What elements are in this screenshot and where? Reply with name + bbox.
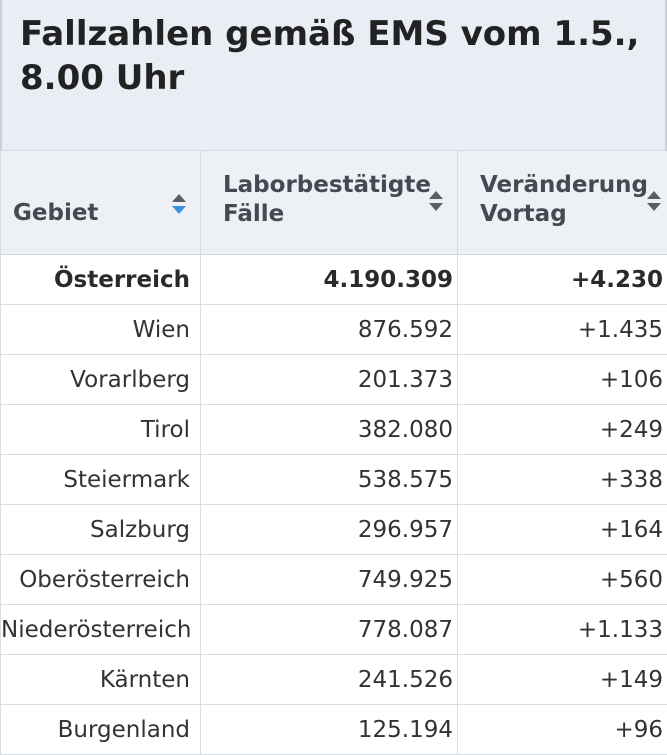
table-header-row: Gebiet Laborbestätigte Fälle <box>1 151 667 255</box>
cases-table: Gebiet Laborbestätigte Fälle <box>0 150 667 755</box>
cell-change: +560 <box>458 555 667 605</box>
column-header-cases-label: Laborbestätigte Fälle <box>223 171 431 229</box>
cell-region: Salzburg <box>1 505 201 555</box>
cell-change: +249 <box>458 405 667 455</box>
cell-change: +338 <box>458 455 667 505</box>
page-title: Fallzahlen gemäß EMS vom 1.5., 8.00 Uhr <box>20 12 660 100</box>
cell-cases: 538.575 <box>201 455 458 505</box>
cell-region: Kärnten <box>1 655 201 705</box>
title-area: Fallzahlen gemäß EMS vom 1.5., 8.00 Uhr <box>0 0 667 150</box>
cell-region: Burgenland <box>1 705 201 755</box>
cell-change: +96 <box>458 705 667 755</box>
cell-change: +164 <box>458 505 667 555</box>
cell-change: +1.133 <box>458 605 667 655</box>
cell-region: Oberösterreich <box>1 555 201 605</box>
sort-icon[interactable] <box>646 189 662 213</box>
column-header-change[interactable]: Veränderung Vortag <box>458 151 667 255</box>
cell-cases: 296.957 <box>201 505 458 555</box>
table-row: Wien 876.592 +1.435 <box>1 305 667 355</box>
cell-cases: 382.080 <box>201 405 458 455</box>
cell-change: +106 <box>458 355 667 405</box>
sort-ascending-icon[interactable] <box>171 192 187 216</box>
table-row: Salzburg 296.957 +164 <box>1 505 667 555</box>
table-row: Vorarlberg 201.373 +106 <box>1 355 667 405</box>
table-row: Steiermark 538.575 +338 <box>1 455 667 505</box>
table-row: Burgenland 125.194 +96 <box>1 705 667 755</box>
column-header-change-line1: Veränderung <box>480 172 648 198</box>
column-header-region-label: Gebiet <box>13 199 98 228</box>
cell-cases: 125.194 <box>201 705 458 755</box>
cell-cases: 778.087 <box>201 605 458 655</box>
table-row: Kärnten 241.526 +149 <box>1 655 667 705</box>
column-header-change-label: Veränderung Vortag <box>480 171 648 229</box>
cell-change: +1.435 <box>458 305 667 355</box>
cell-change: +149 <box>458 655 667 705</box>
cell-region: Wien <box>1 305 201 355</box>
table-row: Oberösterreich 749.925 +560 <box>1 555 667 605</box>
cell-region: Niederösterreich <box>1 605 201 655</box>
cell-region: Österreich <box>1 255 201 305</box>
column-header-cases-line1: Laborbestätigte <box>223 172 431 198</box>
cell-cases: 241.526 <box>201 655 458 705</box>
cell-region: Vorarlberg <box>1 355 201 405</box>
table-row: Tirol 382.080 +249 <box>1 405 667 455</box>
column-header-cases-line2: Fälle <box>223 201 284 227</box>
cell-cases: 876.592 <box>201 305 458 355</box>
cell-cases: 4.190.309 <box>201 255 458 305</box>
column-header-region[interactable]: Gebiet <box>1 151 201 255</box>
sort-icon[interactable] <box>428 189 444 213</box>
column-header-cases[interactable]: Laborbestätigte Fälle <box>201 151 458 255</box>
table-row-total: Österreich 4.190.309 +4.230 <box>1 255 667 305</box>
cell-region: Tirol <box>1 405 201 455</box>
cell-change: +4.230 <box>458 255 667 305</box>
cell-cases: 749.925 <box>201 555 458 605</box>
column-header-change-line2: Vortag <box>480 201 567 227</box>
table-row: Niederösterreich 778.087 +1.133 <box>1 605 667 655</box>
cell-region: Steiermark <box>1 455 201 505</box>
cell-cases: 201.373 <box>201 355 458 405</box>
